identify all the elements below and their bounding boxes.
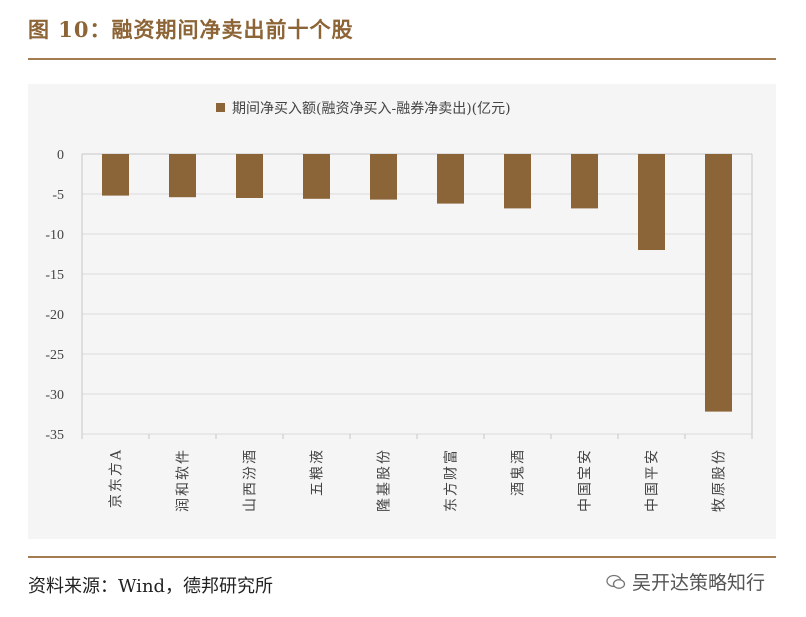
x-tick-label: 润和软件 [176, 448, 192, 512]
legend-label: 期间净买入额(融资净买入-融券净卖出)(亿元) [232, 101, 511, 117]
bar-6 [437, 154, 464, 204]
y-tick-label: 0 [57, 148, 64, 163]
source-rule [28, 556, 776, 558]
x-tick-label: 京东方A [109, 448, 125, 508]
watermark: 吴开达策略知行 [606, 568, 765, 595]
x-tick-label: 中国宝安 [578, 448, 594, 512]
y-tick-label: -30 [45, 388, 64, 403]
wechat-icon [606, 574, 626, 589]
y-tick-label: -5 [52, 188, 64, 203]
legend: 期间净买入额(融资净买入-融券净卖出)(亿元) [216, 101, 511, 117]
y-tick-label: -15 [45, 268, 64, 283]
title-rule [28, 58, 776, 60]
bar-4 [303, 154, 330, 199]
y-tick-label: -35 [45, 428, 64, 443]
bar-2 [169, 154, 196, 198]
bar-5 [370, 154, 397, 200]
watermark-text: 吴开达策略知行 [632, 572, 766, 594]
x-tick-label: 牧原股份 [712, 448, 728, 512]
bar-3 [236, 154, 263, 198]
y-tick-label: -20 [45, 308, 64, 323]
grid-lines [81, 153, 753, 439]
x-tick-label: 五粮液 [310, 448, 326, 496]
y-tick-label: -25 [45, 348, 64, 363]
bar-1 [102, 154, 129, 196]
bar-7 [504, 154, 531, 209]
y-tick-label: -10 [45, 228, 64, 243]
bar-9 [638, 154, 665, 250]
y-tick-labels: 0 -5 -10 -15 -20 -25 -30 -35 [45, 148, 64, 443]
source-note: 资料来源：Wind，德邦研究所 [28, 576, 274, 597]
x-tick-label: 酒鬼酒 [511, 448, 527, 496]
bars [102, 154, 732, 412]
figure-title: 图 10：融资期间净卖出前十个股 [28, 17, 354, 42]
bar-8 [571, 154, 598, 209]
x-tick-label: 山西汾酒 [243, 448, 259, 512]
legend-swatch [216, 103, 225, 112]
x-tick-labels: 京东方A 润和软件 山西汾酒 五粮液 隆基股份 东方财富 酒鬼酒 中国宝安 中国平安 牧原股份 [109, 448, 728, 512]
bar-10 [705, 154, 732, 412]
x-tick-label: 中国平安 [645, 448, 661, 512]
x-tick-label: 隆基股份 [376, 448, 393, 512]
x-tick-label: 东方财富 [443, 448, 460, 512]
